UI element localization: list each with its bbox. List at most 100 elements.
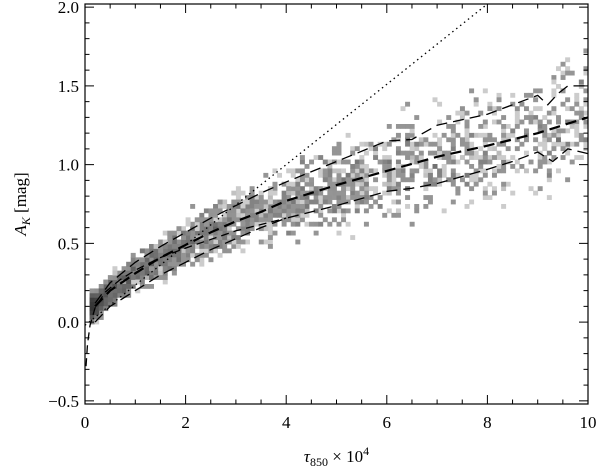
- density-bin: [350, 168, 356, 174]
- density-bin: [514, 115, 520, 120]
- density-bin: [574, 119, 580, 125]
- density-bin: [423, 137, 429, 143]
- density-bin: [149, 257, 154, 263]
- density-bin: [391, 199, 397, 205]
- density-bin: [126, 266, 132, 272]
- density-bin: [423, 168, 429, 174]
- density-bin: [478, 164, 484, 169]
- density-bin: [103, 279, 109, 285]
- density-bin: [304, 199, 310, 205]
- density-bin: [473, 181, 479, 187]
- density-bin: [491, 155, 497, 160]
- density-bin: [185, 230, 191, 236]
- density-bin: [176, 239, 182, 245]
- density-bin: [240, 204, 246, 209]
- density-bin: [574, 141, 580, 147]
- density-bin: [345, 132, 351, 138]
- density-bin: [318, 212, 324, 218]
- density-bin: [565, 106, 571, 112]
- density-bin: [450, 168, 456, 174]
- density-bin: [491, 119, 497, 125]
- density-bin: [290, 221, 296, 227]
- density-bin: [318, 168, 324, 174]
- density-bin: [441, 155, 447, 160]
- density-bin: [199, 221, 205, 227]
- density-bin: [117, 270, 122, 276]
- density-bin: [478, 177, 484, 183]
- density-bin: [299, 190, 305, 196]
- density-bin: [359, 141, 365, 147]
- density-bin: [217, 199, 223, 205]
- density-bin: [450, 124, 456, 129]
- density-bin: [295, 208, 301, 214]
- density-bin: [181, 252, 186, 258]
- density-bin: [258, 204, 264, 209]
- density-bin: [409, 172, 415, 178]
- density-bin: [501, 137, 507, 143]
- density-bin: [286, 212, 292, 218]
- density-bin: [299, 208, 305, 214]
- density-bin: [299, 212, 305, 218]
- density-bin: [501, 128, 507, 134]
- density-bin: [555, 84, 561, 89]
- density-bin: [299, 155, 305, 160]
- density-bin: [505, 159, 511, 165]
- density-bin: [350, 186, 356, 192]
- density-bin: [304, 195, 310, 200]
- density-histogram: [89, 48, 589, 325]
- density-bin: [336, 195, 342, 200]
- density-bin: [203, 230, 209, 236]
- density-bin: [386, 159, 392, 165]
- density-bin: [290, 181, 296, 187]
- density-bin: [569, 106, 575, 112]
- density-bin: [427, 141, 433, 147]
- density-bin: [327, 190, 333, 196]
- density-bin: [546, 195, 552, 200]
- density-bin: [501, 132, 507, 138]
- density-bin: [354, 146, 360, 152]
- density-bin: [272, 221, 278, 227]
- density-bin: [373, 168, 379, 174]
- density-bin: [181, 235, 186, 240]
- density-bin: [546, 177, 552, 183]
- density-bin: [290, 208, 296, 214]
- density-bin: [117, 288, 122, 294]
- density-bin: [139, 261, 145, 267]
- density-bin: [171, 261, 177, 267]
- density-bin: [322, 217, 328, 223]
- density-bin: [377, 195, 383, 200]
- density-bin: [290, 168, 296, 174]
- density-bin: [542, 137, 548, 143]
- density-bin: [281, 204, 287, 209]
- density-bin: [482, 141, 488, 147]
- density-bin: [418, 150, 424, 156]
- density-bin: [139, 248, 145, 254]
- density-bin: [427, 177, 433, 183]
- density-bin: [144, 275, 150, 280]
- density-bin: [103, 306, 109, 312]
- density-bin: [249, 226, 255, 232]
- density-bin: [199, 230, 205, 236]
- density-bin: [565, 128, 571, 134]
- density-bin: [423, 181, 429, 187]
- density-bin: [144, 270, 150, 276]
- density-bin: [203, 248, 209, 254]
- density-bin: [350, 164, 356, 169]
- density-bin: [235, 235, 241, 240]
- density-bin: [491, 172, 497, 178]
- density-bin: [542, 146, 548, 152]
- density-bin: [249, 212, 255, 218]
- density-bin: [240, 221, 246, 227]
- density-bin: [437, 181, 443, 187]
- density-bin: [299, 217, 305, 223]
- density-bin: [546, 159, 552, 165]
- density-bin: [185, 235, 191, 240]
- density-bin: [217, 217, 223, 223]
- density-bin: [245, 199, 251, 205]
- density-bin: [336, 208, 342, 214]
- density-bin: [295, 186, 301, 192]
- density-bin: [533, 115, 539, 120]
- density-bin: [560, 70, 566, 76]
- density-bin: [446, 150, 452, 156]
- density-bin: [94, 310, 100, 316]
